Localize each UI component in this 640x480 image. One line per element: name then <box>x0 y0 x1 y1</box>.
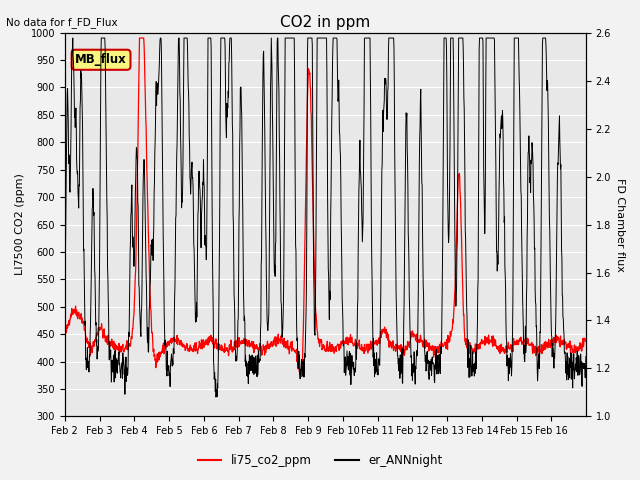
Text: No data for f_FD_Flux: No data for f_FD_Flux <box>6 17 118 28</box>
Legend: li75_co2_ppm, er_ANNnight: li75_co2_ppm, er_ANNnight <box>193 449 447 472</box>
Text: MB_flux: MB_flux <box>76 53 127 66</box>
Y-axis label: FD Chamber flux: FD Chamber flux <box>615 178 625 272</box>
Y-axis label: LI7500 CO2 (ppm): LI7500 CO2 (ppm) <box>15 174 25 276</box>
Title: CO2 in ppm: CO2 in ppm <box>280 15 371 30</box>
